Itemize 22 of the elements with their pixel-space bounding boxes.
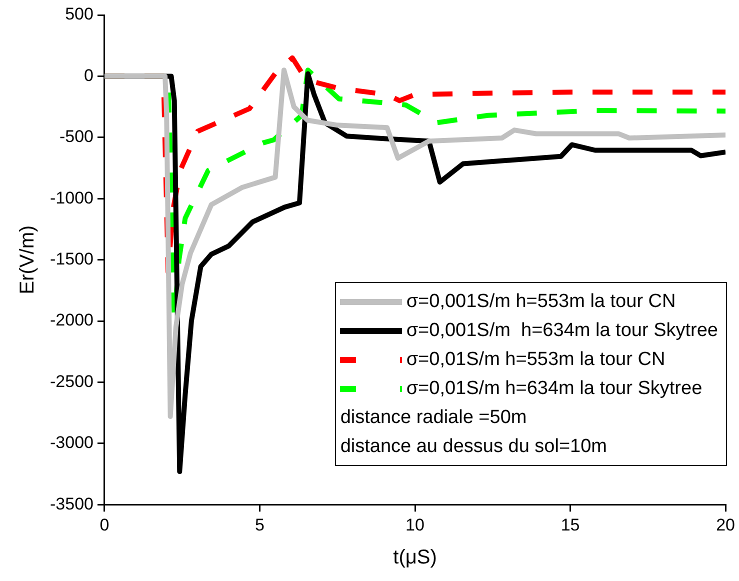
y-axis-title: Er(V/m)	[16, 225, 39, 294]
y-tick-label: 0	[84, 66, 94, 85]
y-tick-label: -1500	[50, 249, 94, 268]
x-tick-label: 15	[560, 515, 580, 534]
y-tick-label: -2500	[50, 372, 94, 391]
legend-label: σ=0,001S/m h=553m la tour CN	[406, 290, 676, 314]
y-tick-label: -500	[59, 127, 94, 146]
x-tick-label: 5	[255, 515, 264, 534]
legend-label: σ=0,01S/m h=634m la tour Skytree	[406, 377, 702, 401]
annotation: distance au dessus du sol=10m	[340, 435, 608, 459]
y-tick-label: -3500	[50, 494, 94, 514]
legend-label: σ=0,01S/m h=553m la tour CN	[406, 348, 666, 372]
y-tick-label: -1000	[50, 188, 94, 208]
annotation: distance radiale =50m	[340, 406, 528, 430]
x-axis-title: t(μS)	[393, 546, 437, 569]
x-tick-label: 20	[716, 515, 736, 534]
x-tick-label: 10	[406, 515, 424, 534]
x-tick-label: 0	[100, 515, 110, 534]
legend-label: σ=0,001S/m h=634m la tour Skytree	[406, 319, 718, 343]
y-tick-label: -3000	[50, 433, 94, 452]
y-tick-label: 500	[65, 4, 94, 24]
y-tick-label: -2000	[50, 310, 94, 330]
